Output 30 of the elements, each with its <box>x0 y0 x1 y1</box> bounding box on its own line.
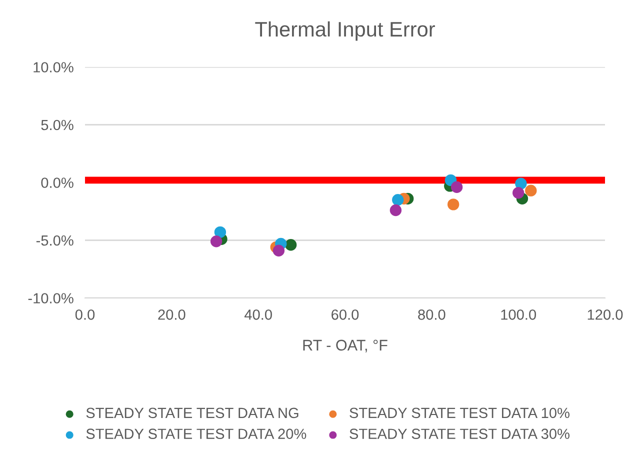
point <box>272 244 285 256</box>
legend-label: STEADY STATE TEST DATA 10% <box>350 408 570 418</box>
x-tick-label: 80.0 <box>418 309 446 320</box>
y-tick-label: 10.0% <box>34 62 74 72</box>
point <box>392 194 404 206</box>
x-tick-label: 20.0 <box>158 309 186 320</box>
chart-title: Thermal Input Error <box>255 21 435 41</box>
legend-label: STEADY STATE TEST DATA NG <box>86 408 298 418</box>
y-tick-label: -10.0% <box>28 293 74 304</box>
point <box>525 184 537 196</box>
legend-label: STEADY STATE TEST DATA 20% <box>86 428 306 439</box>
point <box>447 198 460 210</box>
x-axis-title: RT - OAT, °F <box>303 340 388 352</box>
y-tick-label: 5.0% <box>41 120 74 130</box>
point <box>450 181 463 193</box>
point <box>512 187 524 199</box>
x-tick-label: 60.0 <box>332 309 359 320</box>
x-tick-label: 0.0 <box>75 309 95 320</box>
x-tick-label: 120.0 <box>588 309 623 320</box>
y-tick-label: 0.0% <box>41 178 74 188</box>
x-tick-label: 40.0 <box>244 309 272 320</box>
y-tick-label: -5.0% <box>36 235 74 246</box>
x-tick-label: 100.0 <box>501 309 536 320</box>
point <box>210 236 222 248</box>
point <box>390 204 402 216</box>
point <box>214 226 226 238</box>
point <box>284 239 297 251</box>
legend-label: STEADY STATE TEST DATA 30% <box>350 428 570 439</box>
point <box>444 174 457 186</box>
point <box>515 178 527 190</box>
